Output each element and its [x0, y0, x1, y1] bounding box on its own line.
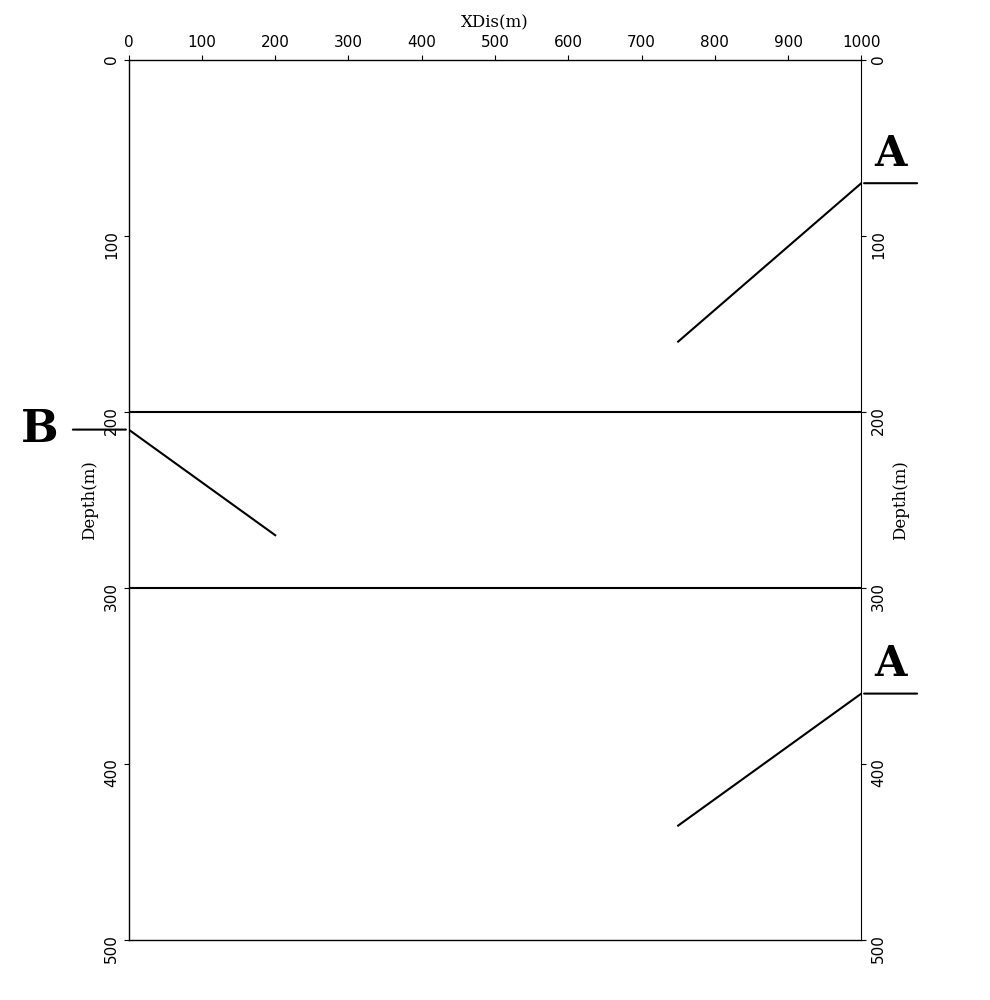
Text: A: A	[874, 643, 907, 685]
Y-axis label: Depth(m): Depth(m)	[892, 460, 909, 540]
X-axis label: XDis(m): XDis(m)	[461, 14, 529, 31]
Text: B: B	[22, 408, 59, 451]
Y-axis label: Depth(m): Depth(m)	[81, 460, 98, 540]
Text: A: A	[874, 133, 907, 175]
